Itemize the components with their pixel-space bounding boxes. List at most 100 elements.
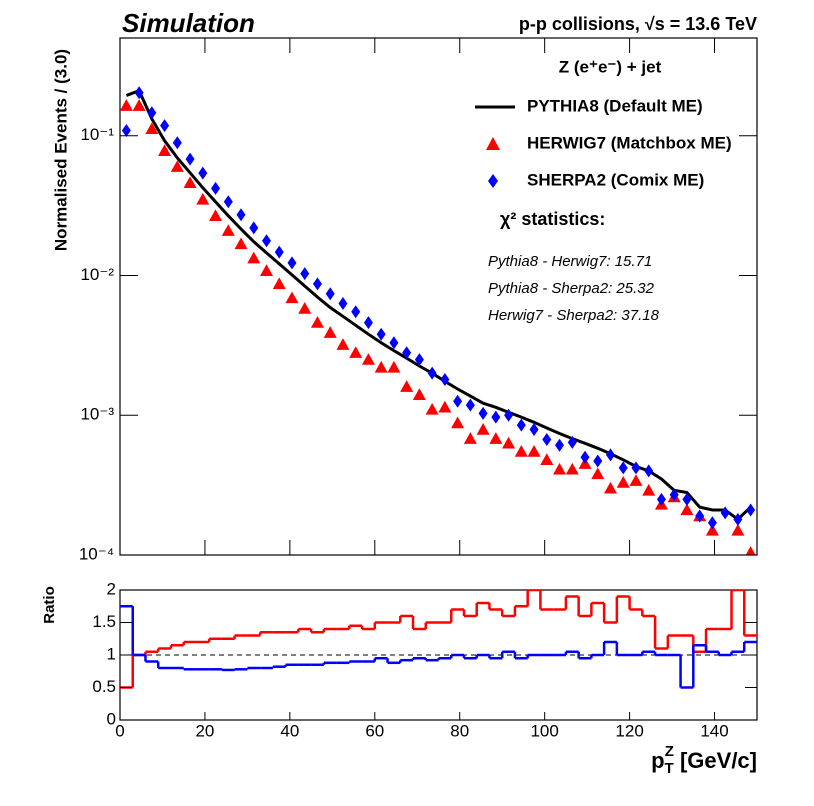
data-point	[504, 408, 514, 422]
stats-line: Pythia8 - Sherpa2: 25.32	[488, 280, 655, 297]
x-label-unit: [GeV/c]	[674, 748, 757, 773]
data-point	[516, 418, 526, 432]
data-point	[349, 346, 363, 358]
data-point	[272, 277, 286, 290]
data-point	[745, 546, 756, 555]
legend-label: HERWIG7 (Matchbox ME)	[527, 133, 732, 152]
data-point	[172, 136, 182, 150]
data-point	[705, 523, 719, 536]
data-point	[438, 400, 452, 413]
data-point	[274, 245, 284, 259]
data-point	[731, 523, 745, 536]
data-point	[361, 353, 375, 365]
data-point	[145, 122, 159, 135]
data-point	[402, 346, 412, 360]
y-tick-label: 10⁻⁴	[79, 544, 114, 563]
data-point	[478, 406, 488, 420]
x-tick-label: 60	[365, 721, 384, 740]
x-tick-label: 120	[615, 721, 643, 740]
data-point	[618, 461, 628, 475]
ratio-axis-label: Ratio	[41, 586, 58, 624]
data-point	[249, 221, 259, 235]
data-point	[631, 461, 641, 475]
data-point	[147, 106, 157, 120]
data-point	[453, 394, 463, 408]
data-point	[132, 99, 146, 111]
data-point	[680, 503, 694, 516]
x-tick-label: 100	[530, 721, 558, 740]
top-frame	[119, 37, 758, 556]
data-point	[376, 327, 386, 341]
data-point	[605, 448, 615, 462]
data-point	[183, 176, 197, 189]
process-label: Z (e⁺e⁻) + jet	[559, 57, 662, 76]
data-point	[567, 435, 577, 449]
data-point	[158, 144, 172, 156]
x-tick-label: 40	[280, 721, 299, 740]
y-tick-label: 10⁻¹	[80, 125, 114, 144]
data-point	[234, 237, 248, 250]
top-plot-area	[120, 86, 756, 555]
data-point	[425, 402, 439, 415]
data-point	[746, 503, 756, 517]
y-tick-label: 1.5	[92, 612, 116, 631]
data-point	[463, 432, 477, 444]
y-tick-label: 10⁻³	[80, 405, 114, 424]
data-point	[300, 267, 310, 281]
data-point	[527, 445, 541, 457]
y-tick-label: 2	[107, 579, 116, 598]
data-point	[616, 476, 630, 488]
data-point	[656, 492, 666, 506]
data-point	[338, 297, 348, 311]
data-point	[580, 450, 590, 464]
data-point	[440, 373, 450, 387]
data-point	[198, 166, 208, 180]
y-tick-label: 0.5	[92, 677, 116, 696]
y-tick-label: 1	[107, 644, 116, 663]
data-point	[555, 438, 565, 452]
data-point	[412, 388, 426, 401]
stats-line: Pythia8 - Herwig7: 15.71	[488, 253, 652, 270]
data-point	[695, 509, 705, 523]
data-point	[323, 326, 337, 338]
series-line	[125, 88, 752, 522]
data-point	[312, 277, 322, 291]
data-point	[427, 366, 437, 380]
y-tick-label: 0	[107, 709, 116, 728]
data-point	[236, 208, 246, 222]
x-tick-label: 20	[195, 721, 214, 740]
data-point	[465, 398, 475, 412]
data-point	[400, 380, 414, 392]
data-point	[160, 119, 170, 133]
data-point	[170, 160, 184, 172]
x-label-sup: Z	[665, 743, 674, 760]
data-point	[491, 410, 501, 424]
data-point	[185, 152, 195, 166]
data-point	[134, 86, 144, 100]
data-point	[451, 416, 465, 429]
data-point	[593, 454, 603, 468]
data-point	[221, 224, 235, 236]
x-tick-label: 0	[115, 721, 124, 740]
data-point	[542, 433, 552, 447]
data-point	[387, 360, 401, 373]
stats-line: Herwig7 - Sherpa2: 37.18	[488, 307, 660, 324]
x-axis-label: pTZ [GeV/c]	[651, 743, 757, 777]
data-point	[725, 554, 726, 555]
data-point	[389, 336, 399, 350]
x-tick-label: 140	[700, 721, 728, 740]
data-point	[414, 353, 424, 367]
data-point	[121, 123, 131, 137]
chart-subtitle: p-p collisions, √s = 13.6 TeV	[519, 14, 757, 34]
legend-label: SHERPA2 (Comix ME)	[527, 170, 704, 189]
data-point	[325, 287, 335, 301]
y-tick-label: 10⁻²	[80, 265, 114, 284]
data-point	[489, 432, 503, 444]
stats-title: χ² statistics:	[500, 209, 605, 229]
data-point	[336, 338, 350, 350]
ratio-plot-area	[120, 590, 757, 689]
data-point	[476, 423, 490, 435]
data-point	[211, 181, 221, 195]
data-point	[285, 291, 299, 304]
